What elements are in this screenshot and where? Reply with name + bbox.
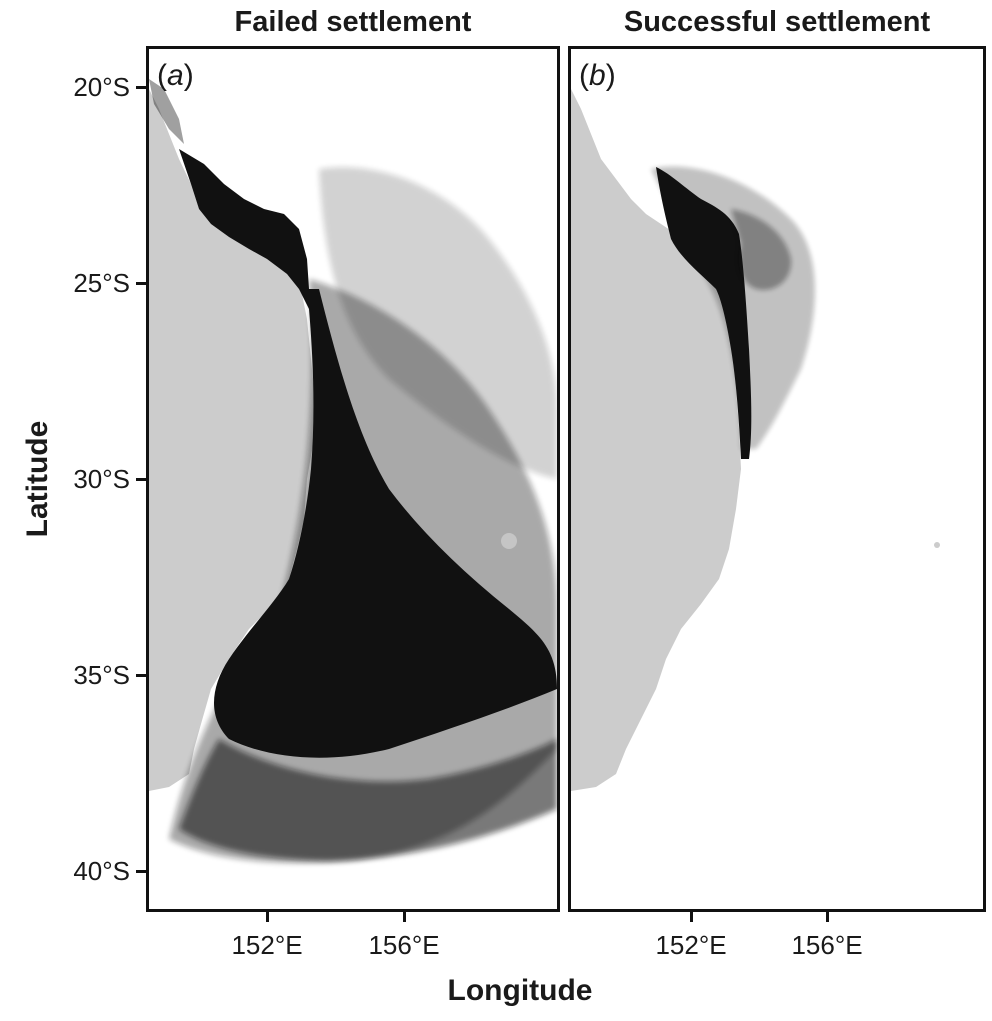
map-panel-successful: (b) <box>568 46 986 912</box>
y-tick-40s <box>136 870 148 873</box>
panel-a-tag: (a) <box>157 59 194 92</box>
x-tick-152e-b <box>690 912 693 922</box>
x-tick-156e-b <box>826 912 829 922</box>
track-core <box>656 167 752 459</box>
map-successful-svg <box>571 89 940 791</box>
track-north-coast <box>179 149 309 289</box>
y-tick-label-25s: 25°S <box>73 268 130 298</box>
x-tick-label-156e-b: 156°E <box>791 930 863 960</box>
track-cloud-upper <box>319 167 557 479</box>
x-tick-156e-a <box>403 912 406 922</box>
x-tick-152e-a <box>266 912 269 922</box>
x-axis-title: Longitude <box>447 974 593 1007</box>
y-tick-30s <box>136 478 148 481</box>
y-tick-20s <box>136 86 148 89</box>
y-tick-label-40s: 40°S <box>73 856 130 886</box>
y-tick-label-35s: 35°S <box>73 660 130 690</box>
map-panel-failed: (a) <box>146 46 560 912</box>
x-tick-label-152e-b: 152°E <box>655 930 727 960</box>
track-core <box>214 289 557 758</box>
panel-b-tag: (b) <box>579 59 616 92</box>
y-tick-35s <box>136 674 148 677</box>
island-marker <box>934 542 940 548</box>
dispersal-tracks-successful <box>651 166 815 459</box>
map-failed-svg <box>149 79 557 863</box>
y-tick-25s <box>136 282 148 285</box>
track-south-spread <box>179 739 557 861</box>
track-north-tip <box>149 79 184 144</box>
panel-a-title: Failed settlement <box>234 6 472 38</box>
island-marker <box>501 533 517 549</box>
y-axis-title: Latitude <box>21 420 54 538</box>
track-loop <box>731 209 792 290</box>
x-tick-label-152e-a: 152°E <box>231 930 303 960</box>
x-tick-label-156e-a: 156°E <box>368 930 440 960</box>
land-failed <box>149 89 315 791</box>
y-tick-label-20s: 20°S <box>73 72 130 102</box>
y-tick-label-30s: 30°S <box>73 464 130 494</box>
dispersal-tracks-failed <box>149 79 557 863</box>
panel-b-title: Successful settlement <box>623 6 931 38</box>
